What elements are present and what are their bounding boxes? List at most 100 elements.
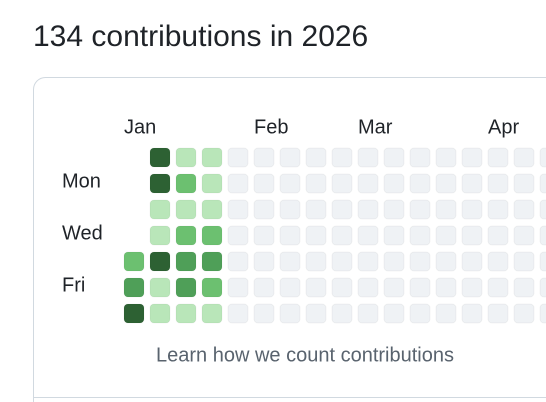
contribution-cell[interactable] — [513, 147, 535, 168]
contribution-cell[interactable] — [487, 225, 509, 246]
contribution-cell[interactable] — [461, 173, 483, 194]
contribution-cell[interactable] — [149, 147, 171, 168]
contribution-cell[interactable] — [123, 303, 145, 324]
contribution-cell[interactable] — [201, 251, 223, 272]
contribution-cell[interactable] — [461, 225, 483, 246]
contribution-cell[interactable] — [305, 303, 327, 324]
contribution-cell[interactable] — [175, 251, 197, 272]
contribution-cell[interactable] — [435, 225, 457, 246]
contribution-cell[interactable] — [539, 173, 546, 194]
contribution-cell[interactable] — [123, 251, 145, 272]
contribution-cell[interactable] — [513, 199, 535, 220]
contribution-cell[interactable] — [487, 199, 509, 220]
contribution-cell[interactable] — [513, 251, 535, 272]
contribution-cell[interactable] — [487, 147, 509, 168]
contribution-cell[interactable] — [175, 173, 197, 194]
contribution-cell[interactable] — [383, 225, 405, 246]
contribution-cell[interactable] — [227, 173, 249, 194]
contribution-cell[interactable] — [149, 251, 171, 272]
contribution-cell[interactable] — [409, 199, 431, 220]
contribution-cell[interactable] — [149, 225, 171, 246]
contribution-cell[interactable] — [253, 173, 275, 194]
contribution-cell[interactable] — [227, 303, 249, 324]
contribution-cell[interactable] — [201, 147, 223, 168]
contribution-cell[interactable] — [253, 277, 275, 298]
contribution-cell[interactable] — [305, 173, 327, 194]
contribution-cell[interactable] — [409, 277, 431, 298]
contribution-cell[interactable] — [487, 303, 509, 324]
contribution-cell[interactable] — [435, 251, 457, 272]
contribution-cell[interactable] — [253, 199, 275, 220]
contribution-cell[interactable] — [435, 199, 457, 220]
contribution-cell[interactable] — [279, 303, 301, 324]
contribution-cell[interactable] — [123, 277, 145, 298]
contribution-cell[interactable] — [357, 303, 379, 324]
contribution-cell[interactable] — [331, 147, 353, 168]
contribution-cell[interactable] — [279, 251, 301, 272]
contribution-cell[interactable] — [513, 173, 535, 194]
contribution-cell[interactable] — [513, 225, 535, 246]
contribution-cell[interactable] — [305, 225, 327, 246]
contribution-cell[interactable] — [253, 303, 275, 324]
contribution-cell[interactable] — [331, 303, 353, 324]
contribution-cell[interactable] — [331, 277, 353, 298]
contribution-cell[interactable] — [357, 147, 379, 168]
contribution-cell[interactable] — [383, 251, 405, 272]
contribution-cell[interactable] — [279, 225, 301, 246]
contribution-cell[interactable] — [409, 147, 431, 168]
contribution-cell[interactable] — [175, 199, 197, 220]
contribution-cell[interactable] — [461, 251, 483, 272]
contribution-cell[interactable] — [305, 251, 327, 272]
contribution-cell[interactable] — [461, 277, 483, 298]
contribution-cell[interactable] — [305, 199, 327, 220]
contribution-cell[interactable] — [175, 147, 197, 168]
contribution-cell[interactable] — [201, 277, 223, 298]
contribution-cell[interactable] — [487, 251, 509, 272]
contribution-cell[interactable] — [487, 277, 509, 298]
contribution-cell[interactable] — [279, 173, 301, 194]
contribution-cell[interactable] — [435, 303, 457, 324]
contribution-cell[interactable] — [487, 173, 509, 194]
contribution-cell[interactable] — [435, 173, 457, 194]
contribution-cell[interactable] — [201, 225, 223, 246]
contribution-cell[interactable] — [175, 225, 197, 246]
contribution-cell[interactable] — [357, 199, 379, 220]
learn-link[interactable]: Learn how we count contributions — [156, 344, 454, 366]
contribution-cell[interactable] — [539, 199, 546, 220]
contribution-cell[interactable] — [383, 147, 405, 168]
contribution-cell[interactable] — [253, 225, 275, 246]
contribution-cell[interactable] — [305, 147, 327, 168]
contribution-cell[interactable] — [383, 199, 405, 220]
contribution-cell[interactable] — [227, 277, 249, 298]
contribution-cell[interactable] — [331, 251, 353, 272]
contribution-cell[interactable] — [539, 147, 546, 168]
contribution-cell[interactable] — [201, 173, 223, 194]
contribution-cell[interactable] — [357, 225, 379, 246]
contribution-cell[interactable] — [513, 303, 535, 324]
contribution-cell[interactable] — [409, 225, 431, 246]
contribution-cell[interactable] — [435, 277, 457, 298]
contribution-cell[interactable] — [149, 199, 171, 220]
contribution-cell[interactable] — [279, 277, 301, 298]
contribution-cell[interactable] — [539, 251, 546, 272]
contribution-cell[interactable] — [305, 277, 327, 298]
contribution-cell[interactable] — [331, 199, 353, 220]
contribution-cell[interactable] — [149, 303, 171, 324]
contribution-cell[interactable] — [435, 147, 457, 168]
contribution-cell[interactable] — [253, 147, 275, 168]
contribution-cell[interactable] — [149, 173, 171, 194]
contribution-cell[interactable] — [513, 277, 535, 298]
contribution-cell[interactable] — [383, 277, 405, 298]
contribution-cell[interactable] — [279, 147, 301, 168]
contribution-cell[interactable] — [357, 173, 379, 194]
contribution-cell[interactable] — [227, 251, 249, 272]
contribution-cell[interactable] — [357, 251, 379, 272]
contribution-cell[interactable] — [409, 303, 431, 324]
contribution-cell[interactable] — [175, 303, 197, 324]
contribution-cell[interactable] — [461, 303, 483, 324]
contribution-cell[interactable] — [227, 199, 249, 220]
contribution-cell[interactable] — [253, 251, 275, 272]
contribution-cell[interactable] — [175, 277, 197, 298]
contribution-cell[interactable] — [227, 225, 249, 246]
contribution-cell[interactable] — [201, 303, 223, 324]
